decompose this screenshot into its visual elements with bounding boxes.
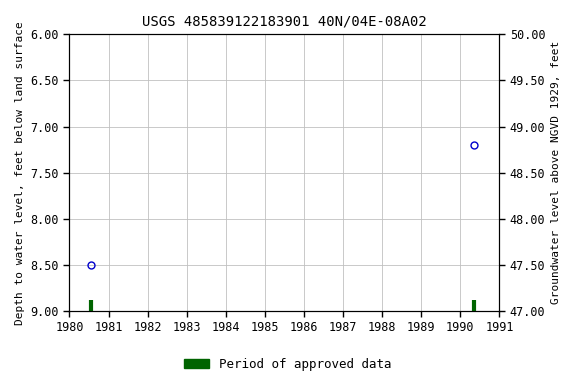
Title: USGS 485839122183901 40N/04E-08A02: USGS 485839122183901 40N/04E-08A02 [142, 15, 427, 29]
Y-axis label: Groundwater level above NGVD 1929, feet: Groundwater level above NGVD 1929, feet [551, 41, 561, 304]
Legend: Period of approved data: Period of approved data [179, 353, 397, 376]
Y-axis label: Depth to water level, feet below land surface: Depth to water level, feet below land su… [15, 21, 25, 324]
